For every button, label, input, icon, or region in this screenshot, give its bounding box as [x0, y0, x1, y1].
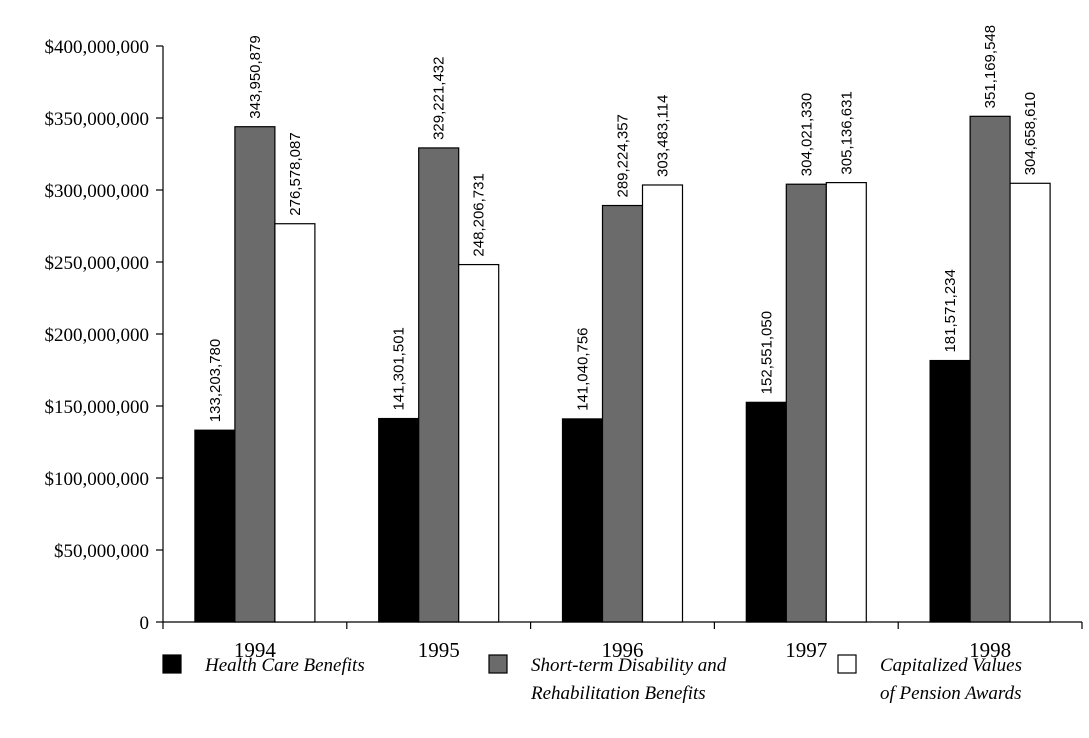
- legend-label: Health Care Benefits: [204, 655, 365, 676]
- data-label: 289,224,357: [615, 114, 632, 197]
- bar-series-3-1996: [641, 184, 684, 623]
- data-label: 276,578,087: [287, 132, 304, 215]
- bar-series-1-1997: [745, 401, 787, 623]
- legend-label: Rehabilitation Benefits: [530, 683, 706, 704]
- x-tick-label: 1996: [602, 638, 644, 662]
- x-tick-label: 1997: [785, 638, 827, 662]
- data-label: 152,551,050: [758, 311, 775, 394]
- legend-swatch-2: [488, 654, 508, 674]
- data-label: 141,301,501: [391, 327, 408, 410]
- data-label: 303,483,114: [655, 95, 672, 177]
- data-label: 304,658,610: [1022, 92, 1039, 175]
- bar-series-1-1995: [378, 417, 420, 623]
- bar-series-3-1995: [458, 263, 500, 623]
- data-label: 304,021,330: [798, 93, 815, 176]
- y-tick-label: $100,000,000: [45, 469, 150, 490]
- chart-bars: [194, 115, 1051, 623]
- bar-series-3-1998: [1009, 182, 1051, 623]
- bar-series-1-1994: [194, 429, 236, 623]
- data-label: 305,136,631: [838, 91, 855, 174]
- chart-axes: 0 $50,000,000 $100,000,000 $150,000,000 $200…: [45, 37, 1083, 662]
- bar-series-2-1996: [601, 204, 644, 623]
- y-tick-label: $400,000,000: [45, 37, 150, 58]
- y-tick-label: $300,000,000: [45, 181, 150, 202]
- y-tick-label: $250,000,000: [45, 253, 150, 274]
- legend-swatch-1: [162, 654, 182, 674]
- y-tick-label: $150,000,000: [45, 397, 150, 418]
- bar-series-3-1997: [825, 182, 867, 623]
- bar-series-3-1994: [274, 223, 316, 623]
- bar-series-1-1996: [561, 418, 604, 623]
- y-tick-label: $350,000,000: [45, 109, 150, 130]
- data-label: 343,950,879: [247, 35, 264, 118]
- legend-swatch-3: [837, 654, 857, 674]
- y-tick-label: $50,000,000: [54, 541, 149, 562]
- legend-label: of Pension Awards: [880, 683, 1021, 704]
- x-tick-label: 1998: [969, 638, 1011, 662]
- data-label: 181,571,234: [942, 269, 959, 352]
- data-label: 329,221,432: [431, 56, 448, 139]
- bar-series-2-1997: [785, 183, 827, 623]
- bar-series-2-1994: [234, 126, 276, 623]
- data-label: 133,203,780: [207, 339, 224, 422]
- bar-series-2-1995: [418, 147, 460, 623]
- data-label: 248,206,731: [471, 173, 488, 256]
- y-tick-label: $200,000,000: [45, 325, 150, 346]
- x-tick-label: 1995: [418, 638, 460, 662]
- chart-legend: Health Care Benefits Short-term Disabilit…: [162, 654, 1022, 704]
- chart-data-labels: 133,203,780 141,301,501 141,040,756 152,551…: [207, 25, 1039, 422]
- legend-label: Short-term Disability and: [531, 655, 727, 676]
- data-label: 351,169,548: [982, 25, 999, 108]
- bar-series-1-1998: [929, 359, 971, 623]
- data-label: 141,040,756: [575, 327, 592, 410]
- legend-label: Capitalized Values: [880, 655, 1022, 676]
- x-tick-label: 1994: [234, 638, 277, 662]
- y-tick-label: 0: [140, 613, 150, 634]
- bar-series-2-1998: [969, 115, 1011, 623]
